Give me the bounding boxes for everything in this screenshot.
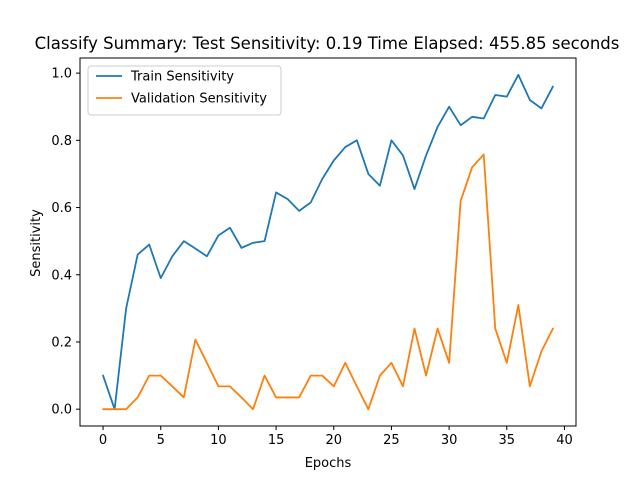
legend-label-train: Train Sensitivity [130,70,234,85]
series-line-train [102,73,554,411]
x-tick-label: 5 [157,433,165,448]
y-axis-label: Sensitivity [29,209,44,277]
y-tick-label: 0.8 [51,134,72,149]
x-axis: 0 5 10 15 20 25 30 35 40 [99,426,573,448]
chart-title: Classify Summary: Test Sensitivity: 0.19… [35,34,620,53]
y-tick-label: 1.0 [51,67,72,82]
y-axis: 0.0 0.2 0.4 0.6 0.8 1.0 [51,67,80,418]
series-layer [102,73,554,411]
x-tick-label: 0 [99,433,107,448]
y-tick-label: 0.6 [51,201,72,216]
x-tick-label: 40 [556,433,573,448]
plot-area [79,57,577,427]
x-tick-label: 10 [210,433,227,448]
series-line-validation [102,153,554,411]
x-tick-label: 20 [325,433,342,448]
x-axis-label: Epochs [305,456,352,471]
y-tick-label: 0.2 [51,335,72,350]
plot-frame [79,57,577,427]
x-tick-label: 30 [441,433,458,448]
legend-label-validation: Validation Sensitivity [131,92,267,107]
x-tick-label: 15 [268,433,285,448]
y-tick-label: 0.0 [51,403,72,418]
legend-box [87,65,282,116]
x-tick-label: 35 [499,433,516,448]
x-tick-label: 25 [383,433,400,448]
legend: Train Sensitivity Validation Sensitivity [87,65,282,116]
y-tick-label: 0.4 [51,268,72,283]
